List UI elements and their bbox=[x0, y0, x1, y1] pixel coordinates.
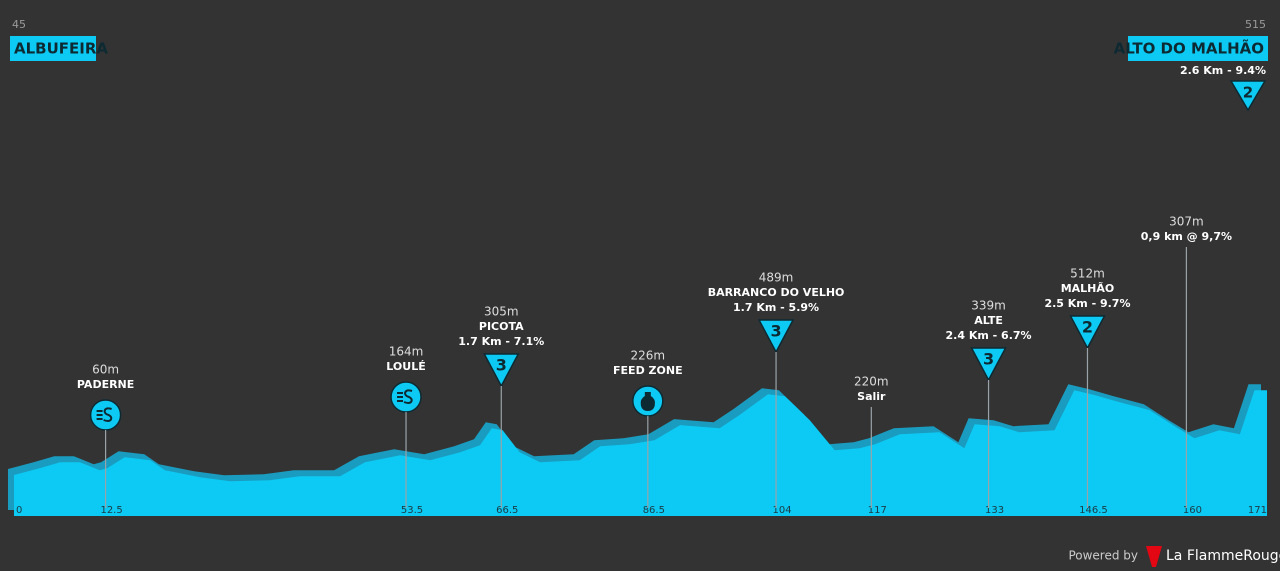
poi-name: FEED ZONE bbox=[613, 364, 683, 377]
climb-badge bbox=[1069, 315, 1106, 350]
start-name: ALBUFEIRA bbox=[14, 40, 108, 58]
x-tick-label: 133 bbox=[985, 505, 1004, 516]
poi-name: MALHÃO bbox=[1061, 282, 1115, 295]
poi-detail: 1.7 Km - 7.1% bbox=[458, 335, 544, 348]
climb-category: 3 bbox=[983, 350, 994, 369]
x-tick-label: 66.5 bbox=[496, 505, 518, 516]
sprint-icon bbox=[96, 407, 113, 422]
end-elevation: 515 bbox=[1245, 18, 1266, 31]
end-badge-shape bbox=[1229, 80, 1267, 112]
x-tick-label: 86.5 bbox=[643, 505, 665, 516]
powered-by: Powered by bbox=[1068, 549, 1138, 563]
end-badge: 2 bbox=[1243, 84, 1253, 102]
brand-logo bbox=[1146, 546, 1162, 567]
x-tick-label: 117 bbox=[868, 505, 887, 516]
poi-elevation: 226m bbox=[631, 349, 666, 363]
poi-elevation: 220m bbox=[854, 375, 889, 389]
feed-icon bbox=[640, 392, 655, 411]
x-tick-label: 0 bbox=[16, 505, 22, 516]
poi-elevation: 339m bbox=[971, 299, 1006, 313]
sprint-badge bbox=[390, 381, 422, 413]
poi-elevation: 512m bbox=[1070, 267, 1105, 281]
poi-elevation: 489m bbox=[759, 271, 794, 285]
x-tick-label: 146.5 bbox=[1079, 505, 1108, 516]
poi-detail: 2.5 Km - 9.7% bbox=[1044, 297, 1130, 310]
poi-name: PICOTA bbox=[479, 320, 524, 333]
poi-elevation: 305m bbox=[484, 305, 519, 319]
climb-category: 2 bbox=[1082, 318, 1093, 337]
climb-badge bbox=[970, 347, 1007, 382]
climb-badge bbox=[483, 353, 520, 388]
x-tick-label: 171 bbox=[1248, 505, 1267, 516]
climb-category: 3 bbox=[496, 356, 507, 375]
poi-detail: 2.4 Km - 6.7% bbox=[946, 329, 1032, 342]
climb-category: 3 bbox=[770, 322, 781, 341]
start-elevation: 45 bbox=[12, 18, 26, 31]
brand: La FlammeRouge bbox=[1166, 548, 1280, 564]
end-detail: 2.6 Km - 9.4% bbox=[1180, 64, 1266, 77]
sprint-badge bbox=[89, 399, 122, 431]
poi-name: BARRANCO DO VELHO bbox=[708, 286, 845, 299]
climb-badge bbox=[757, 319, 795, 354]
end-name: ALTO DO MALHÃO bbox=[1114, 39, 1264, 58]
poi-name: Salir bbox=[857, 390, 886, 403]
x-tick-label: 53.5 bbox=[401, 505, 423, 516]
end-box bbox=[1128, 36, 1268, 61]
poi-name: ALTE bbox=[974, 314, 1003, 327]
x-tick-label: 104 bbox=[773, 505, 792, 516]
plot: 0 12.5 53.5 66.5 86.5 104 117 133 146.5 160 171 60m… bbox=[8, 215, 1267, 516]
poi-elevation: 164m bbox=[389, 345, 424, 359]
poi-name: 0,9 km @ 9,7% bbox=[1141, 230, 1232, 243]
start-box bbox=[10, 36, 96, 61]
poi-elevation: 307m bbox=[1169, 215, 1204, 229]
profile-area bbox=[14, 390, 1267, 516]
x-tick-label: 12.5 bbox=[100, 505, 122, 516]
sprint-icon bbox=[397, 389, 413, 404]
poi-name: LOULÉ bbox=[386, 360, 425, 373]
poi-detail: 1.7 Km - 5.9% bbox=[733, 301, 819, 314]
x-tick-label: 160 bbox=[1183, 505, 1202, 516]
poi-elevation: 60m bbox=[92, 363, 119, 377]
poi-name: PADERNE bbox=[77, 378, 134, 391]
